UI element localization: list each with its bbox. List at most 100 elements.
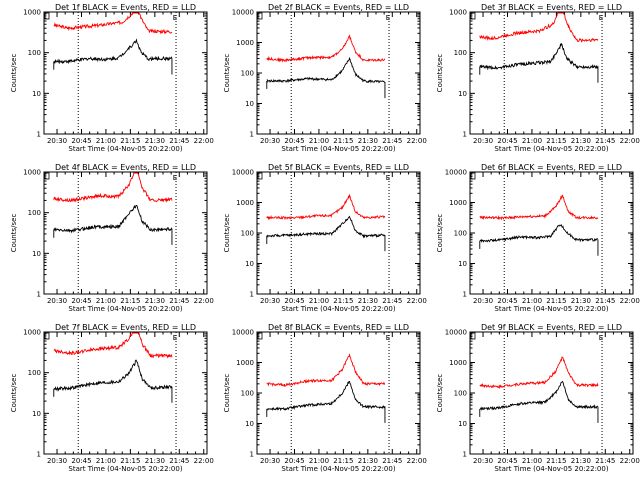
x-tick-label: 21:30 [145,457,165,465]
x-tick-label: 21:15 [333,137,353,145]
y-tick-label: 10 [32,250,41,258]
plot-frame [256,171,421,295]
x-axis-label: Start Time (04-Nov-05 20:22:00) [281,305,395,313]
events-series-line [53,204,173,234]
plot-frame [256,11,421,135]
plot-frame [43,11,208,135]
marker-label: E [599,174,603,182]
y-axis-label: Counts/sec [436,214,444,253]
x-tick-label: 20:30 [473,137,493,145]
x-tick-label: 22:00 [620,457,640,465]
y-tick-label: 1000 [449,199,467,207]
corner-marker [470,332,476,340]
events-series-line [479,380,599,411]
x-tick-label: 21:30 [145,137,165,145]
plot-frame [469,11,634,135]
x-tick-label: 21:30 [571,457,591,465]
panel-det-8: Det 8f BLACK = Events, RED = LLD 1 10 100 10… [223,323,427,473]
y-axis-label: Counts/sec [436,54,444,93]
x-axis-label: Start Time (04-Nov-05 20:22:00) [68,305,182,313]
plot-frame [469,331,634,455]
y-tick-label: 100 [454,390,467,398]
panel-title: Det 4f BLACK = Events, RED = LLD [55,163,196,172]
y-tick-label: 1000 [236,359,254,367]
x-tick-label: 21:00 [96,457,116,465]
y-tick-label: 10 [32,90,41,98]
panel-title: Det 9f BLACK = Events, RED = LLD [481,323,622,332]
corner-marker [470,172,476,180]
panel-det-4: Det 4f BLACK = Events, RED = LLD 1 10 100 10… [10,163,214,313]
y-tick-label: 1 [250,291,254,299]
y-tick-label: 1 [463,131,467,139]
events-series-line [266,380,386,412]
x-tick-label: 21:00 [309,137,329,145]
y-tick-label: 1000 [449,359,467,367]
y-tick-label: 10000 [232,169,254,177]
marker-label: E [173,334,177,342]
y-tick-label: 100 [454,49,467,57]
x-tick-label: 20:45 [497,297,517,305]
x-tick-label: 21:45 [169,297,189,305]
x-tick-label: 21:15 [120,297,140,305]
lld-series-line [266,353,386,388]
y-tick-label: 100 [28,369,41,377]
panel-title: Det 6f BLACK = Events, RED = LLD [481,163,622,172]
x-axis-label: Start Time (04-Nov-05 20:22:00) [68,145,182,153]
panel-title: Det 5f BLACK = Events, RED = LLD [268,163,409,172]
y-tick-label: 1000 [23,169,41,177]
lld-series-line [266,193,386,221]
marker-label: E [386,14,390,22]
y-tick-label: 10 [458,90,467,98]
x-tick-label: 21:00 [96,137,116,145]
x-tick-label: 20:45 [71,457,91,465]
corner-marker [257,172,263,180]
x-tick-label: 21:00 [522,297,542,305]
x-tick-label: 22:00 [194,297,214,305]
y-axis-label: Counts/sec [223,54,231,93]
y-tick-label: 10 [32,410,41,418]
corner-marker [257,332,263,340]
y-axis-label: Counts/sec [10,214,18,253]
y-tick-label: 100 [454,230,467,238]
y-tick-label: 1000 [236,199,254,207]
x-tick-label: 22:00 [407,297,427,305]
x-tick-label: 21:15 [120,137,140,145]
y-tick-label: 1 [463,451,467,459]
y-tick-label: 1000 [449,9,467,17]
events-series-line [53,359,173,392]
x-tick-label: 20:30 [260,457,280,465]
x-tick-label: 21:30 [571,297,591,305]
y-tick-label: 10000 [232,329,254,337]
x-axis-label: Start Time (04-Nov-05 20:22:00) [494,305,608,313]
panel-title: Det 7f BLACK = Events, RED = LLD [55,323,196,332]
x-tick-label: 21:00 [522,137,542,145]
x-tick-label: 21:45 [595,457,615,465]
x-tick-label: 20:45 [284,297,304,305]
lld-series-line [53,172,173,203]
corner-marker [44,12,50,20]
x-tick-label: 20:30 [473,457,493,465]
x-tick-label: 22:00 [407,137,427,145]
plot-frame [43,331,208,455]
y-axis-label: Counts/sec [436,374,444,413]
x-tick-label: 20:30 [47,137,67,145]
y-tick-label: 10 [245,420,254,428]
x-axis-label: Start Time (04-Nov-05 20:22:00) [494,145,608,153]
y-tick-label: 1 [250,131,254,139]
y-tick-label: 100 [241,390,254,398]
x-tick-label: 22:00 [407,457,427,465]
panel-det-9: Det 9f BLACK = Events, RED = LLD 1 10 100 10… [436,323,640,473]
lld-series-line [53,12,173,35]
x-tick-label: 21:30 [145,297,165,305]
lld-series-line [266,34,386,63]
y-tick-label: 1 [37,131,41,139]
x-tick-label: 20:30 [260,137,280,145]
x-tick-label: 20:45 [284,137,304,145]
x-tick-label: 21:30 [358,297,378,305]
y-tick-label: 1000 [23,329,41,337]
y-tick-label: 1 [37,451,41,459]
x-tick-label: 22:00 [194,457,214,465]
x-tick-label: 20:45 [71,137,91,145]
y-tick-label: 10 [458,420,467,428]
